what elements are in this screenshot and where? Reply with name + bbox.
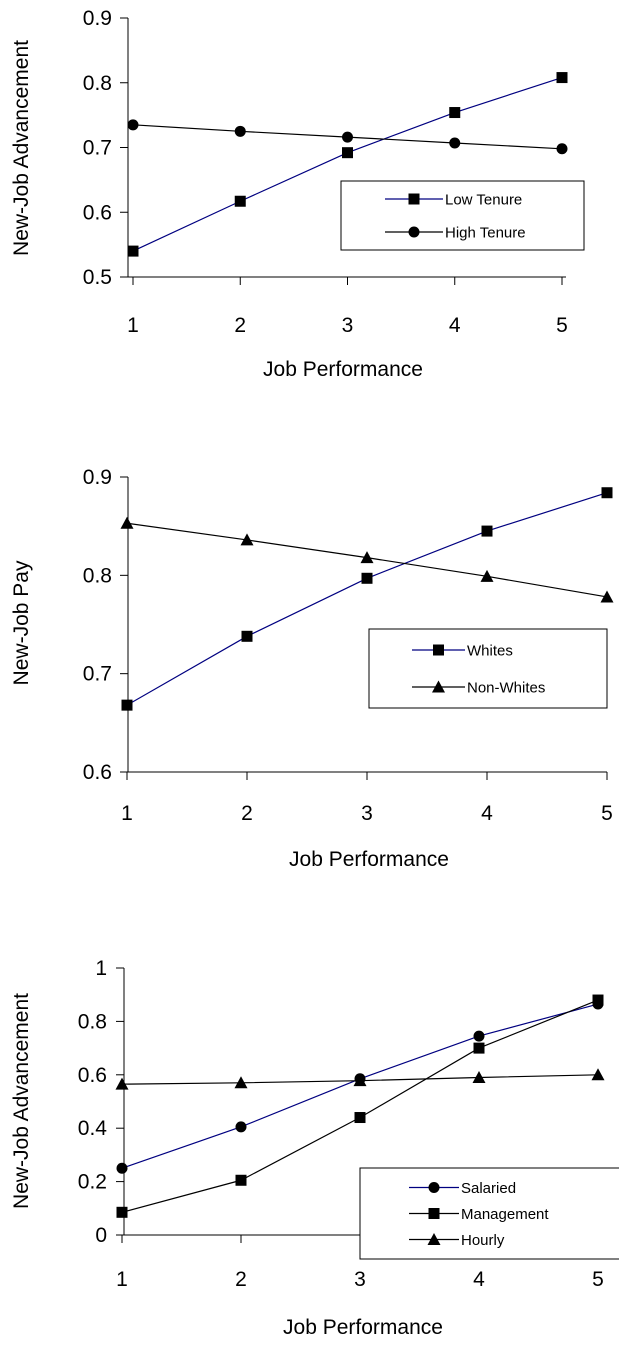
y-tick-label: 0.6	[78, 1064, 107, 1087]
y-tick-label: 0.6	[83, 201, 112, 224]
data-point-whites	[481, 525, 493, 537]
y-tick-label: 0.5	[83, 266, 112, 289]
y-tick-label: 0	[95, 1224, 107, 1247]
legend: Salaried Management Hourly	[359, 1167, 619, 1260]
data-point-salaried	[473, 1030, 485, 1042]
data-point-high-tenure	[556, 143, 568, 155]
y-tick-label: 0.6	[83, 761, 112, 784]
x-tick-label: 5	[601, 802, 613, 825]
data-point-management	[473, 1042, 485, 1054]
y-axis-title: New-Job Advancement	[10, 993, 33, 1209]
x-tick-label: 5	[592, 1268, 604, 1291]
data-point-high-tenure	[127, 119, 139, 131]
y-tick-label: 0.7	[83, 663, 112, 686]
data-point-low-tenure	[342, 147, 353, 159]
x-tick-label: 4	[481, 802, 493, 825]
legend-label-salaried: Salaried	[461, 1180, 516, 1197]
legend-label-low-tenure: Low Tenure	[445, 192, 522, 209]
legend: Low Tenure High Tenure	[340, 180, 585, 251]
data-point-management	[354, 1112, 366, 1124]
y-axis-title: New-Job Pay	[10, 560, 33, 685]
chart-1: 0.5 0.6 0.7 0.8 0.9 1 2 3 4 5 Job Performance New-J…	[10, 7, 585, 381]
x-axis-title: Job Performance	[263, 358, 423, 381]
legend-marker-low-tenure	[408, 193, 420, 205]
data-point-hourly	[115, 1077, 129, 1090]
y-axis-title: New-Job Advancement	[10, 40, 33, 256]
legend-box	[340, 180, 585, 251]
x-axis-title: Job Performance	[289, 848, 449, 871]
y-tick-label: 0.8	[78, 1010, 107, 1033]
data-point-high-tenure	[449, 137, 461, 149]
data-point-whites	[601, 487, 613, 499]
data-point-high-tenure	[234, 125, 246, 137]
x-tick-label: 1	[127, 314, 139, 337]
x-tick-label: 2	[235, 1268, 247, 1291]
data-point-whites	[241, 630, 253, 642]
data-point-whites	[121, 699, 133, 711]
y-tick-label: 0.2	[78, 1171, 107, 1194]
legend-label-non-whites: Non-Whites	[467, 680, 545, 697]
data-point-low-tenure	[449, 107, 461, 119]
x-tick-label: 5	[556, 314, 568, 337]
data-point-non-whites	[360, 551, 374, 564]
y-tick-label: 0.8	[83, 564, 112, 587]
x-axis-title: Job Performance	[283, 1316, 443, 1339]
legend-box	[368, 628, 608, 709]
data-point-hourly	[234, 1076, 248, 1089]
data-point-whites	[361, 572, 373, 584]
legend-label-high-tenure: High Tenure	[445, 225, 526, 242]
legend-marker-high-tenure	[408, 226, 420, 238]
legend-marker-whites	[433, 644, 444, 656]
data-point-hourly	[353, 1074, 367, 1087]
y-tick-label: 0.4	[78, 1117, 108, 1140]
data-point-non-whites	[240, 533, 254, 546]
data-point-non-whites	[600, 590, 614, 603]
legend: Whites Non-Whites	[368, 628, 608, 709]
legend-label-management: Management	[461, 1206, 549, 1223]
legend-label-whites: Whites	[467, 643, 513, 660]
x-tick-label: 3	[354, 1268, 366, 1291]
data-point-low-tenure	[127, 245, 139, 257]
data-point-management	[116, 1206, 128, 1218]
x-tick-label: 4	[473, 1268, 485, 1291]
legend-marker-non-whites	[432, 680, 445, 693]
x-tick-label: 4	[449, 314, 461, 337]
x-tick-label: 1	[116, 1268, 128, 1291]
legend-marker-hourly	[427, 1233, 441, 1245]
data-point-non-whites	[480, 569, 494, 582]
y-tick-label: 0.7	[83, 137, 112, 160]
x-tick-label: 3	[342, 314, 354, 337]
data-point-low-tenure	[234, 195, 246, 207]
data-point-non-whites	[120, 516, 134, 529]
x-tick-label: 3	[361, 802, 373, 825]
data-point-low-tenure	[556, 72, 568, 84]
legend-label-hourly: Hourly	[461, 1232, 505, 1249]
x-tick-label: 2	[234, 314, 246, 337]
data-point-salaried	[116, 1162, 128, 1174]
y-tick-label: 0.8	[83, 72, 112, 95]
y-tick-label: 1	[95, 957, 107, 980]
y-tick-label: 0.9	[83, 466, 112, 489]
legend-marker-salaried	[428, 1182, 440, 1193]
x-tick-label: 1	[121, 802, 133, 825]
legend-box	[359, 1167, 619, 1260]
chart-3: 0 0.2 0.4 0.6 0.8 1 1 2 3 4 5 Job Performance New-Jo…	[10, 957, 619, 1339]
data-point-hourly	[591, 1068, 605, 1081]
y-tick-label: 0.9	[83, 7, 112, 30]
data-point-high-tenure	[342, 131, 353, 143]
data-point-hourly	[472, 1070, 486, 1083]
x-tick-label: 2	[241, 802, 253, 825]
data-point-management	[235, 1174, 247, 1186]
data-point-management	[592, 994, 604, 1006]
data-point-salaried	[235, 1121, 247, 1133]
legend-marker-management	[428, 1208, 440, 1219]
chart-2: 0.6 0.7 0.8 0.9 1 2 3 4 5 Job Performance New-Job …	[10, 466, 614, 871]
